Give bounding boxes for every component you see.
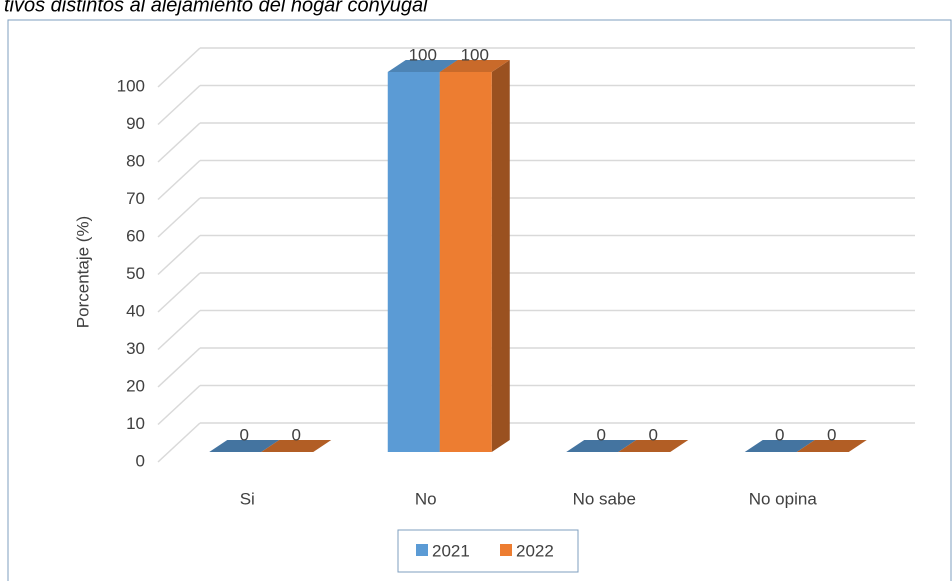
grid-line-depth (157, 47, 201, 88)
bar-top (796, 440, 867, 452)
y-tick-label: 80 (126, 151, 145, 170)
bar-side (491, 60, 510, 452)
bar (796, 440, 867, 452)
data-label: 0 (597, 425, 606, 444)
bar (209, 440, 280, 452)
bar-top (566, 440, 637, 452)
grid-line-depth (157, 384, 201, 426)
y-tick-label: 20 (126, 376, 145, 395)
data-label: 100 (409, 45, 437, 64)
y-axis-label: Porcentaje (%) (73, 216, 92, 328)
grid-line-depth (157, 422, 201, 463)
grid-line-depth (157, 159, 201, 201)
x-tick-label: No sabe (573, 489, 636, 508)
bar-top (209, 440, 280, 452)
data-label: 0 (292, 425, 301, 444)
grid-line-depth (157, 272, 201, 313)
y-tick-label: 0 (136, 451, 145, 470)
bar-front (387, 72, 440, 452)
x-tick-label: Si (240, 489, 255, 508)
bar-top (261, 440, 332, 452)
data-label: 0 (827, 425, 836, 444)
legend-swatch (416, 544, 428, 556)
y-tick-label: 40 (126, 301, 145, 320)
y-tick-label: 30 (126, 339, 145, 358)
legend-label: 2021 (432, 541, 470, 560)
bar (261, 440, 332, 452)
bar (439, 60, 510, 452)
grid-line-depth (157, 122, 201, 163)
bar-top (387, 60, 458, 72)
grid-line-depth (157, 234, 201, 276)
grid-line-depth (157, 347, 201, 388)
bar-front (439, 72, 492, 452)
data-label: 0 (240, 425, 249, 444)
data-label: 0 (775, 425, 784, 444)
y-tick-label: 100 (117, 76, 145, 95)
data-label: 100 (461, 45, 489, 64)
legend-label: 2022 (516, 541, 554, 560)
chart-title: tivos distintos al alejamiento del hogar… (4, 0, 428, 16)
grid-line-depth (157, 309, 201, 351)
grid-line-depth (157, 197, 201, 238)
chart-border (7, 19, 952, 581)
bar-top (439, 60, 510, 72)
legend-swatch (500, 544, 512, 556)
data-label: 0 (649, 425, 658, 444)
y-tick-label: 90 (126, 114, 145, 133)
x-tick-label: No opina (749, 489, 818, 508)
bar (744, 440, 815, 452)
x-tick-label: No (415, 489, 437, 508)
bar-top (744, 440, 815, 452)
grid-line-depth (157, 84, 201, 126)
y-tick-label: 10 (126, 414, 145, 433)
legend-box (397, 529, 579, 573)
bar (566, 440, 637, 452)
y-tick-label: 70 (126, 189, 145, 208)
y-tick-label: 60 (126, 226, 145, 245)
y-tick-label: 50 (126, 264, 145, 283)
bar (618, 440, 689, 452)
bar-top (618, 440, 689, 452)
